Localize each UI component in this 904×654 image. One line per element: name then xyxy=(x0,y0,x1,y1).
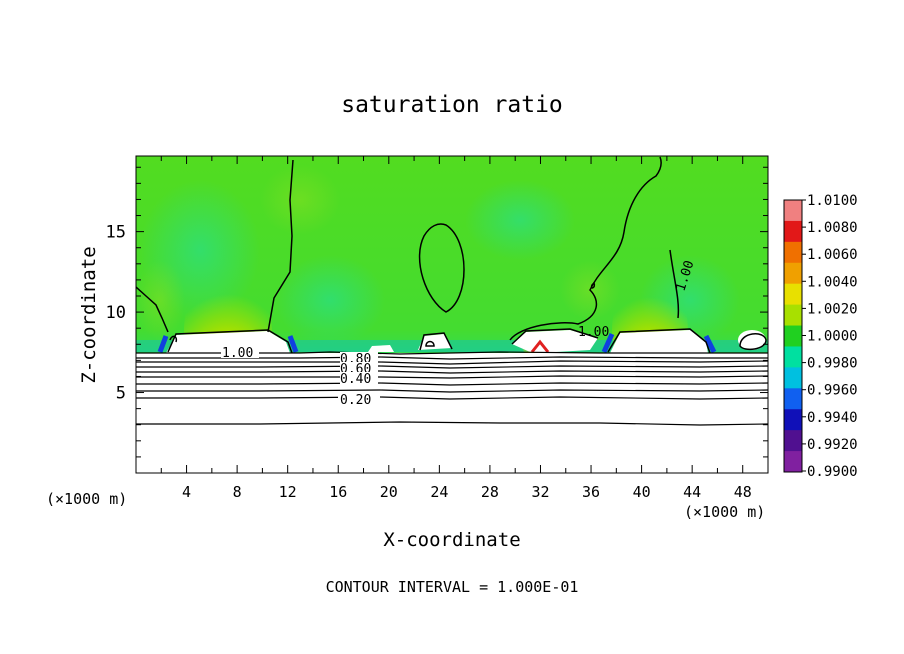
contour-interval-note: CONTOUR INTERVAL = 1.000E-01 xyxy=(326,578,579,596)
contour-1-00 xyxy=(418,223,465,313)
contour-obstacle xyxy=(419,332,453,351)
colorbar-label: 1.0020 xyxy=(807,301,858,317)
colorbar-swatch xyxy=(784,325,802,347)
contour-obstacle xyxy=(739,333,767,351)
x-tick-label: 16 xyxy=(329,483,347,501)
lower-region xyxy=(136,353,768,473)
y-tick-label: 5 xyxy=(116,384,126,404)
colorbar-swatch xyxy=(784,200,802,222)
colorbar-label: 0.9900 xyxy=(807,464,858,480)
x-tick-label: 32 xyxy=(531,483,549,501)
obstacle-edge xyxy=(530,339,550,353)
colorbar-label: 0.9960 xyxy=(807,383,858,399)
obstacle xyxy=(738,330,766,350)
x-axis-label: X-coordinate xyxy=(383,529,520,551)
contour-obstacle xyxy=(169,335,178,343)
colorbar-swatch xyxy=(784,241,802,264)
plot-frame xyxy=(135,155,769,474)
field-patch xyxy=(275,255,385,345)
obstacle xyxy=(512,330,598,352)
colorbar-swatch xyxy=(784,451,802,473)
x-tick-label: 44 xyxy=(683,483,701,501)
contour-lines xyxy=(136,156,767,354)
contour-label: 1.00 xyxy=(222,346,253,361)
contour-1-00 xyxy=(590,281,596,289)
contour-label-bg xyxy=(340,372,378,384)
contour-label-bg xyxy=(340,362,378,374)
x-tick-label: 20 xyxy=(380,483,398,501)
y-axis: 5 10 15 xyxy=(106,166,768,458)
field-patch xyxy=(260,165,340,235)
x-unit-label-right: (×1000 m) xyxy=(684,503,765,521)
contour-obstacle xyxy=(511,328,599,345)
colorbar-swatch xyxy=(784,367,802,389)
y-tick-label: 15 xyxy=(106,223,126,243)
obstacle-edge xyxy=(157,332,717,354)
y-tick-label: 10 xyxy=(106,303,126,323)
contour-1-00 xyxy=(136,286,169,333)
stratified-contours xyxy=(136,351,768,426)
contour-label-bg xyxy=(338,392,380,405)
colorbar-label: 1.0080 xyxy=(807,220,858,236)
colorbar: 1.0100 1.0080 1.0060 1.0040 1.0020 1.0000 0.99… xyxy=(783,193,858,480)
plot-area xyxy=(136,156,768,473)
x-tick-label: 8 xyxy=(233,483,242,501)
contour-label: 0.40 xyxy=(340,372,371,387)
contour-obstacle xyxy=(607,328,711,354)
x-unit-label: (×1000 m) xyxy=(46,490,127,508)
field-patch xyxy=(465,180,575,260)
x-tick-label: 24 xyxy=(430,483,448,501)
colorbar-swatch xyxy=(784,409,802,431)
x-axis: 4 8 12 16 20 24 28 32 36 40 44 48 xyxy=(160,156,752,501)
contour-label: 1.00 xyxy=(578,325,609,340)
contour-obstacle xyxy=(425,340,435,347)
y-axis-label: Z-coordinate xyxy=(78,246,100,383)
colorbar-swatch xyxy=(784,430,802,452)
contour-1-00 xyxy=(267,159,294,333)
contour-label-bg xyxy=(221,345,259,358)
contour-label-bg xyxy=(340,352,378,364)
colorbar-label: 1.0040 xyxy=(807,274,858,290)
field-patch xyxy=(136,260,185,340)
x-tick-label: 40 xyxy=(633,483,651,501)
x-tick-label: 48 xyxy=(734,483,752,501)
colorbar-label: 0.9920 xyxy=(807,437,858,453)
obstacle xyxy=(368,345,394,352)
contour-label: 0.20 xyxy=(340,393,371,408)
colorbar-label: 1.0100 xyxy=(807,193,858,209)
colorbar-swatch xyxy=(784,388,802,410)
colorbar-swatch xyxy=(784,220,802,243)
contour-1-00 xyxy=(509,156,662,341)
colorbar-label: 1.0000 xyxy=(807,329,858,345)
contour-1-00 xyxy=(669,249,680,319)
colorbar-label: 0.9980 xyxy=(807,356,858,372)
colorbar-swatch xyxy=(784,346,802,368)
colorbar-label: 0.9940 xyxy=(807,410,858,426)
colorbar-label: 1.0060 xyxy=(807,247,858,263)
chart-title: saturation ratio xyxy=(341,92,563,118)
x-tick-label: 36 xyxy=(582,483,600,501)
x-tick-label: 4 xyxy=(182,483,191,501)
colorbar-swatch xyxy=(784,262,802,285)
colorbar-swatch xyxy=(784,283,802,306)
colorbar-swatch xyxy=(784,304,802,327)
x-tick-label: 28 xyxy=(481,483,499,501)
obstacle xyxy=(610,330,708,353)
contour-obstacle xyxy=(167,329,293,354)
x-tick-label: 12 xyxy=(279,483,297,501)
